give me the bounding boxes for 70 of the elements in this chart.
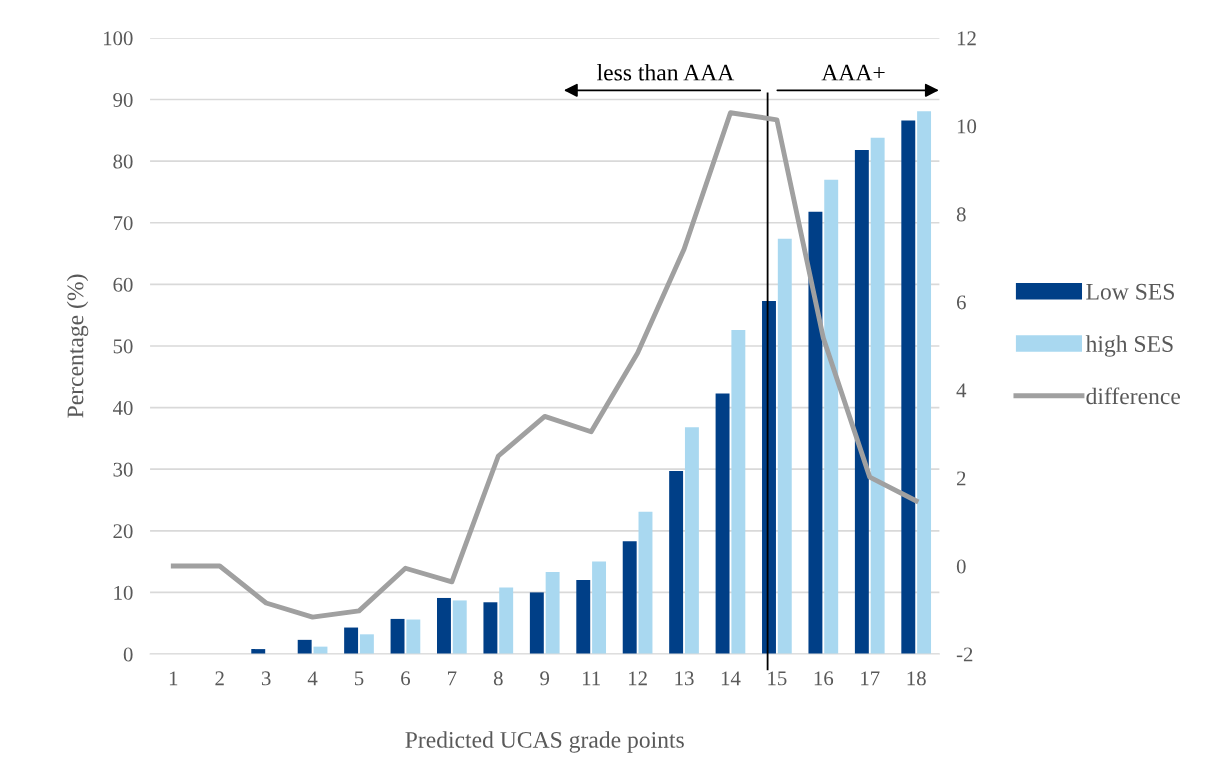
- y2-tick-label: -2: [956, 647, 973, 662]
- x-tick-label: 13: [675, 671, 694, 686]
- x-tick-label: 5: [355, 671, 364, 686]
- line-series: [170, 110, 919, 620]
- y2-tick-label: 6: [956, 295, 966, 310]
- y-tick-label: 80: [113, 154, 133, 169]
- bar: [344, 627, 359, 655]
- legend-label: difference: [1086, 387, 1180, 405]
- bar: [684, 427, 699, 655]
- y-tick-label: 0: [123, 647, 133, 662]
- bar: [406, 619, 421, 655]
- x-tick-label: 14: [721, 671, 741, 686]
- x-tick-label: 12: [629, 671, 647, 686]
- y2-tick-label: 2: [956, 471, 966, 486]
- bar: [622, 541, 637, 655]
- bar: [808, 211, 823, 655]
- annotation: AAA+: [821, 64, 885, 81]
- y-tick-label: 10: [114, 585, 133, 600]
- y-tick-label: 20: [113, 524, 133, 539]
- x-tick-label: 7: [448, 671, 457, 686]
- y-tick-label: 60: [113, 277, 133, 292]
- bar: [731, 329, 746, 655]
- x-axis-title: Predicted UCAS grade points: [405, 731, 684, 753]
- x-tick-label: 1: [169, 671, 178, 686]
- bar: [638, 511, 653, 655]
- x-tick-label: 18: [907, 671, 926, 686]
- y-tick-label: 70: [113, 216, 133, 231]
- y2-tick-label: 0: [956, 559, 966, 574]
- bar: [452, 600, 467, 655]
- bar: [592, 561, 607, 655]
- y-tick-label: 50: [113, 339, 133, 354]
- y-tick-label: 40: [112, 400, 133, 416]
- y2-tick-label: 10: [957, 119, 977, 134]
- bar: [529, 592, 544, 655]
- x-tick-label: 11: [582, 671, 600, 686]
- annotation: less than AAA: [597, 63, 735, 81]
- bar: [359, 634, 374, 655]
- x-tick-label: 16: [814, 671, 834, 686]
- bar: [854, 150, 869, 655]
- y-axis-title: Percentage (%): [66, 274, 89, 418]
- bar: [483, 602, 498, 655]
- bar: [390, 618, 405, 655]
- x-tick-label: 15: [768, 671, 787, 686]
- bar: [917, 111, 932, 655]
- x-tick-label: 4: [307, 671, 318, 686]
- bar: [715, 393, 730, 655]
- bar: [499, 587, 514, 655]
- bar: [545, 572, 560, 655]
- x-tick-label: 2: [215, 671, 224, 686]
- bar: [824, 179, 839, 655]
- y-tick-label: 100: [103, 31, 133, 46]
- bar: [576, 580, 591, 655]
- bar: [870, 137, 885, 655]
- y2-tick-label: 12: [957, 31, 976, 46]
- x-tick-label: 17: [861, 671, 880, 686]
- bar: [777, 238, 792, 655]
- x-tick-label: 9: [540, 671, 550, 686]
- y-tick-label: 30: [113, 462, 133, 477]
- bar: [669, 471, 684, 655]
- y2-tick-label: 8: [956, 207, 966, 222]
- bar: [297, 639, 312, 655]
- y2-tick-label: 4: [956, 383, 967, 398]
- legend-label: high SES: [1085, 335, 1173, 357]
- y-tick-label: 90: [113, 92, 133, 107]
- x-tick-label: 6: [401, 671, 411, 686]
- x-tick-label: 8: [493, 671, 503, 686]
- x-tick-label: 3: [261, 671, 271, 686]
- bar: [437, 597, 451, 655]
- legend-label: Low SES: [1086, 283, 1174, 300]
- bar: [901, 120, 916, 655]
